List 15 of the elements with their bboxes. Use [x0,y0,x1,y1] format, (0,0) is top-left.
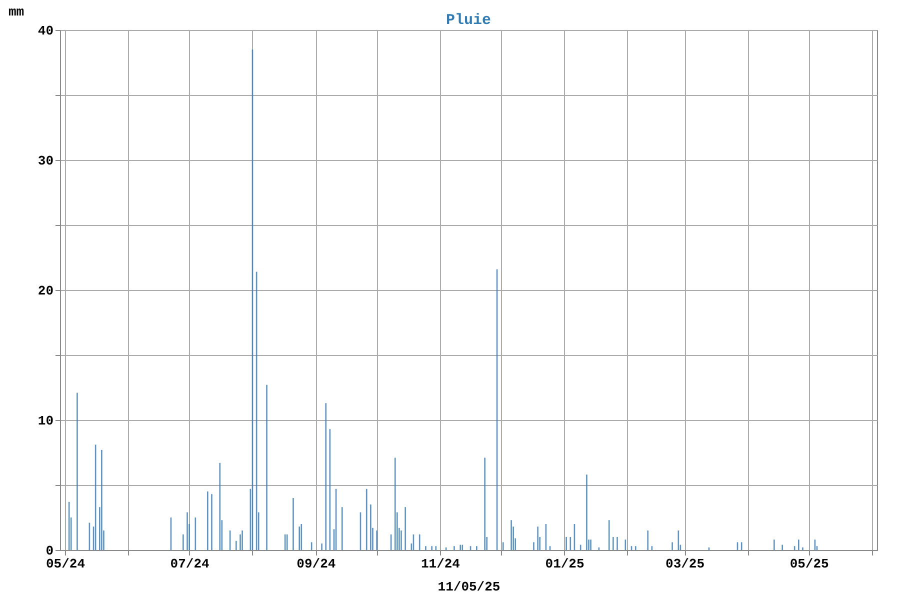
x-tick-label: 05/24 [46,556,86,572]
chart-title: Pluie [446,12,492,29]
x-tick-label: 05/25 [790,556,830,572]
y-tick-label: 20 [38,284,54,298]
y-tick-label: 40 [38,24,54,38]
x-axis-title: 11/05/25 [438,580,500,594]
x-tick-label: 09/24 [296,556,336,572]
y-tick-label: 0 [46,544,54,558]
x-tick-label: 01/25 [545,556,584,572]
x-tick-label: 03/25 [666,556,705,572]
y-tick-label: 30 [38,154,54,168]
x-tick-label: 11/24 [420,556,460,572]
y-axis-title: mm [8,4,24,20]
y-tick-label: 10 [38,414,54,428]
x-tick-label: 07/24 [170,556,210,572]
